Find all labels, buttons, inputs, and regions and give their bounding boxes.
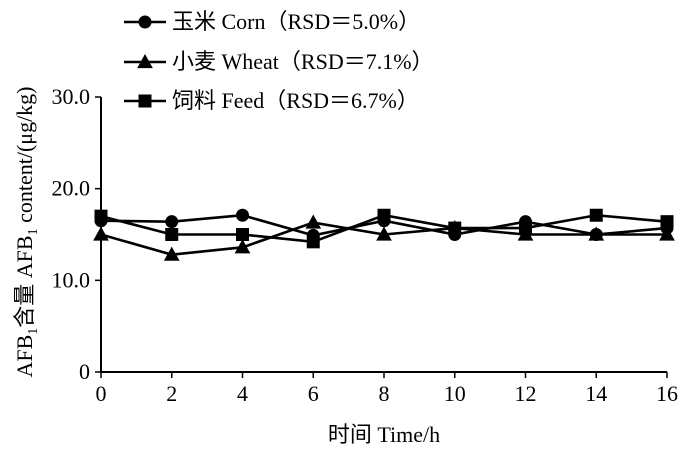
data-point — [94, 209, 108, 223]
data-point — [376, 226, 392, 241]
y-axis-title-en-suffix: content/(μg/kg) — [12, 86, 37, 228]
legend: 玉米 Corn（RSD＝5.0%） 小麦 Wheat（RSD＝7.1%） 饲料 Fe… — [124, 9, 434, 113]
data-point — [93, 226, 109, 241]
legend-item: 饲料 Feed（RSD＝6.7%） — [124, 88, 419, 113]
series-square — [94, 208, 674, 249]
data-point — [659, 226, 675, 241]
x-tick-label: 16 — [656, 381, 678, 406]
legend-marker — [138, 94, 152, 108]
y-axis-title-en-sub: 1 — [26, 228, 41, 235]
ticks: 0 2 4 6 8 10 12 14 16 0 10.0 20.0 30.0 — [52, 84, 679, 406]
legend-item: 小麦 Wheat（RSD＝7.1%） — [124, 49, 434, 74]
data-point — [236, 228, 249, 241]
data-point — [165, 215, 179, 229]
y-tick-label: 10.0 — [52, 267, 91, 292]
legend-item: 玉米 Corn（RSD＝5.0%） — [124, 9, 420, 34]
x-tick-label: 12 — [515, 381, 537, 406]
data-point — [236, 208, 249, 222]
data-point — [377, 208, 391, 222]
x-tick-label: 10 — [444, 381, 466, 406]
legend-marker — [138, 15, 152, 29]
data-point — [660, 215, 674, 229]
series-group — [93, 208, 675, 261]
x-tick-label: 8 — [379, 381, 390, 406]
data-point — [305, 214, 322, 229]
x-tick-label: 4 — [237, 381, 248, 406]
y-axis-title-cn-suffix: 含量 AFB — [12, 235, 37, 327]
x-tick-label: 6 — [308, 381, 319, 406]
x-tick-label: 14 — [585, 381, 607, 406]
data-point — [448, 221, 462, 235]
data-point — [163, 246, 180, 261]
x-axis-title: 时间 Time/h — [328, 422, 440, 447]
y-axis-title-cn-sub: 1 — [26, 328, 41, 335]
data-point — [519, 221, 532, 235]
data-point — [165, 228, 179, 241]
data-point — [588, 226, 605, 241]
y-tick-label: 20.0 — [52, 176, 91, 201]
legend-marker — [137, 53, 153, 69]
data-point — [234, 239, 251, 254]
y-axis-title: AFB1含量 AFB1 content/(μg/kg) — [12, 86, 41, 377]
y-axis-title-cn-prefix: AFB — [12, 335, 37, 378]
legend-label: 饲料 Feed（RSD＝6.7%） — [172, 88, 419, 113]
data-point — [589, 208, 603, 222]
y-tick-label: 30.0 — [52, 84, 91, 109]
legend-label: 玉米 Corn（RSD＝5.0%） — [172, 9, 420, 34]
legend-label: 小麦 Wheat（RSD＝7.1%） — [172, 49, 434, 74]
x-tick-label: 2 — [166, 381, 177, 406]
data-point — [306, 235, 320, 249]
x-tick-label: 0 — [96, 381, 107, 406]
y-tick-label: 0 — [79, 359, 90, 384]
